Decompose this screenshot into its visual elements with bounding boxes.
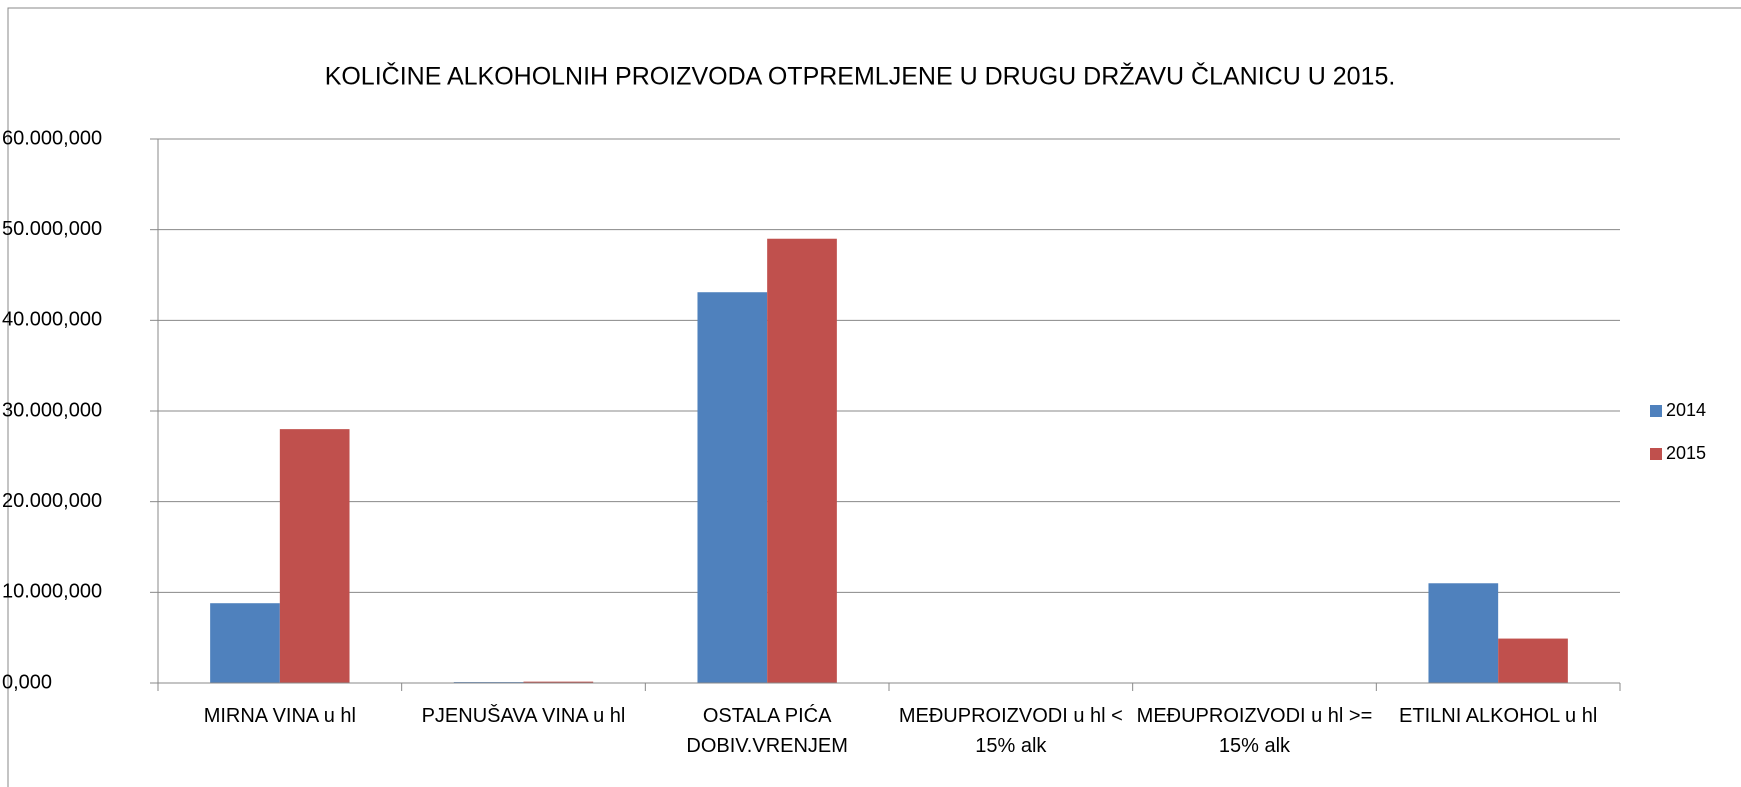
chart-border	[7, 7, 1741, 787]
bar	[210, 603, 280, 683]
y-tick-label: 0,000	[2, 671, 52, 693]
y-tick-label: 60.000,000	[2, 127, 102, 149]
chart-title: KOLIČINE ALKOHOLNIH PROIZVODA OTPREMLJEN…	[325, 62, 1396, 91]
x-tick-label: OSTALA PIĆA DOBIV.VRENJEM	[686, 705, 848, 757]
y-tick-label: 50.000,000	[2, 218, 102, 240]
bar	[697, 292, 768, 683]
legend-label: 2014	[1666, 400, 1706, 420]
bar	[1428, 583, 1499, 683]
bar	[767, 238, 837, 683]
y-tick-label: 20.000,000	[2, 490, 102, 512]
x-tick-label: MEĐUPROIZVODI u hl >= 15% alk	[1136, 705, 1378, 757]
y-tick-label: 30.000,000	[2, 399, 102, 421]
bar	[523, 681, 594, 683]
bar	[279, 429, 350, 683]
legend-swatch	[1650, 405, 1662, 417]
bar	[1498, 638, 1568, 683]
x-tick-label: PJENUŠAVA VINA u hl	[421, 705, 626, 727]
legend-label: 2015	[1666, 443, 1706, 463]
y-tick-label: 10.000,000	[2, 581, 102, 603]
legend-swatch	[1650, 448, 1662, 460]
x-tick-label: ETILNI ALKOHOL u hl	[1399, 705, 1598, 727]
y-tick-label: 40.000,000	[2, 309, 102, 331]
x-tick-label: MEĐUPROIZVODI u hl < 15% alk	[898, 705, 1134, 757]
x-tick-label: MIRNA VINA u hl	[203, 705, 356, 727]
